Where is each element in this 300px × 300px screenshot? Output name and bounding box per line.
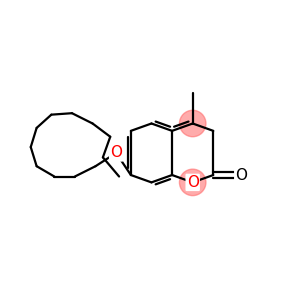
Text: O: O (235, 167, 247, 182)
Circle shape (179, 110, 206, 137)
Text: O: O (187, 175, 199, 190)
Circle shape (179, 169, 206, 196)
Text: O: O (110, 146, 122, 160)
